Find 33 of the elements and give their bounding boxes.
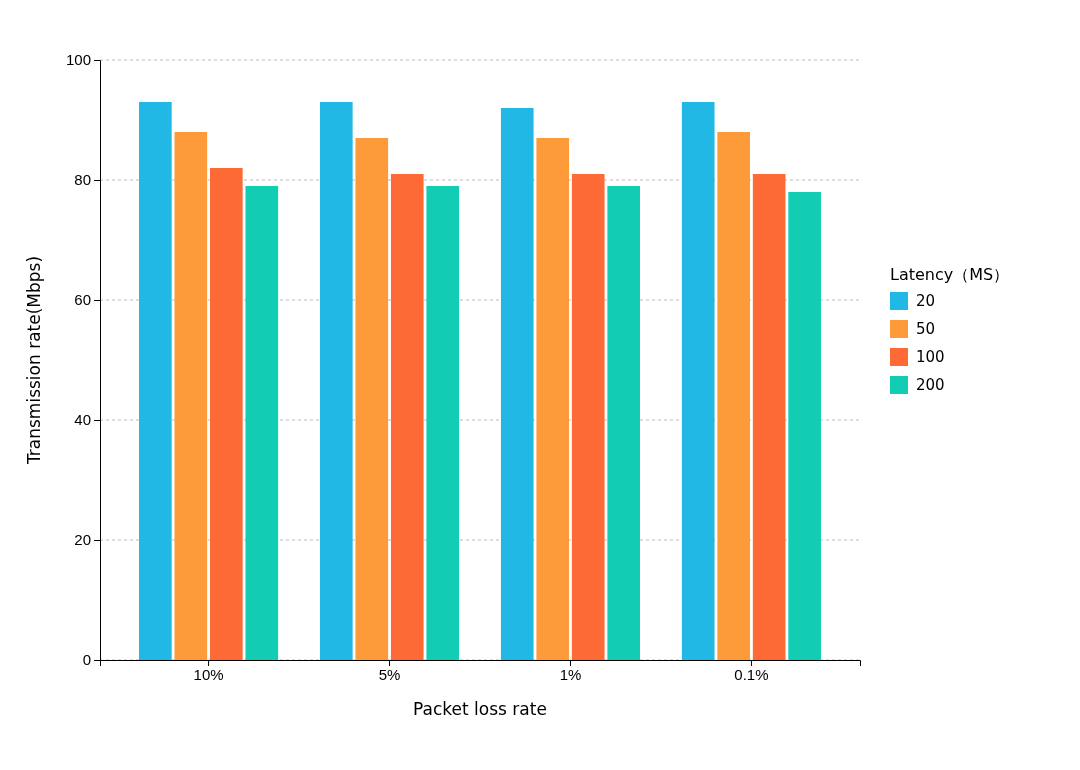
bar <box>717 132 751 660</box>
y-tick-label: 100 <box>65 51 91 69</box>
bar <box>174 132 208 660</box>
bar <box>319 102 353 660</box>
y-tick-label: 20 <box>74 531 91 549</box>
x-tick-label: 0.1% <box>734 665 769 683</box>
legend-label: 200 <box>916 376 945 394</box>
bar <box>571 174 605 660</box>
y-tick-label: 0 <box>82 651 91 669</box>
legend-title: Latency（MS） <box>890 265 1010 284</box>
bar <box>788 192 821 660</box>
x-tick-label: 5% <box>378 665 401 683</box>
legend-label: 20 <box>916 292 936 310</box>
bar <box>139 102 172 660</box>
bar <box>245 186 279 660</box>
bar <box>681 102 715 660</box>
bar <box>355 138 389 660</box>
bar <box>426 186 460 660</box>
legend-label: 100 <box>916 348 945 366</box>
bar <box>209 168 243 660</box>
y-tick-label: 60 <box>74 291 91 309</box>
y-tick-label: 80 <box>74 171 91 189</box>
legend-label: 50 <box>916 320 936 338</box>
y-tick-label: 40 <box>74 411 91 429</box>
bar <box>752 174 786 660</box>
x-axis-title: Packet loss rate <box>413 699 547 719</box>
y-axis-title: Transmission rate(Mbps) <box>24 255 44 466</box>
x-tick-label: 1% <box>559 665 582 683</box>
bar <box>390 174 424 660</box>
bar <box>607 186 641 660</box>
x-tick-label: 10% <box>193 665 224 683</box>
bar <box>536 138 570 660</box>
bar <box>500 108 534 660</box>
